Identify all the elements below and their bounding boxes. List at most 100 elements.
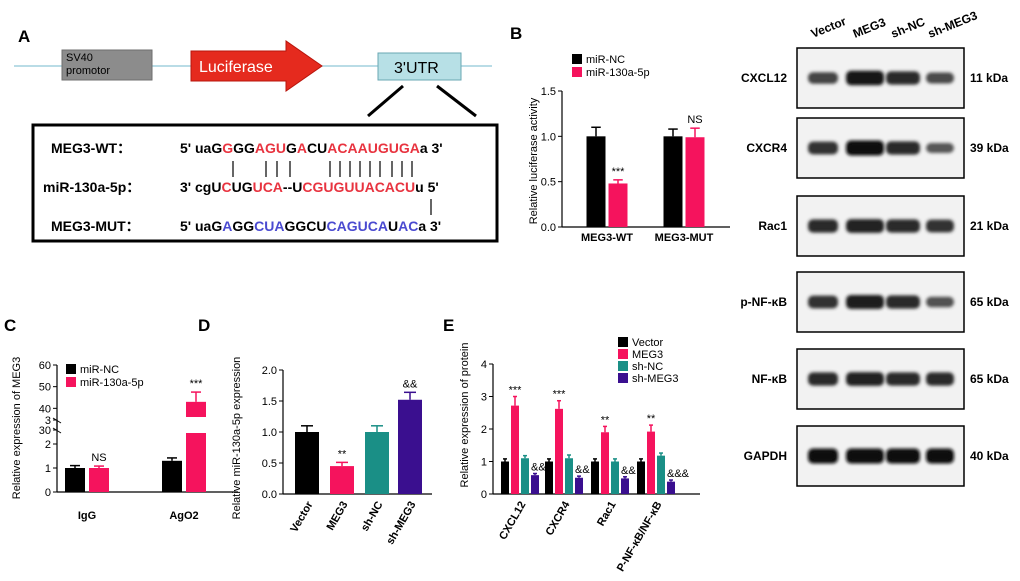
western-row-label: CXCL12 xyxy=(741,71,787,85)
chart-e-y-tick-label: 2 xyxy=(481,424,487,436)
sequence-segment: CU xyxy=(307,140,327,156)
sequence-segment: --U xyxy=(283,179,302,195)
chart-e-bar xyxy=(545,461,553,494)
chart-d-y-tick-label: 1.5 xyxy=(262,396,277,408)
chart-c-significance: NS xyxy=(91,452,106,464)
legend-swatch xyxy=(572,67,582,77)
panel-label-b: B xyxy=(510,24,522,43)
panel-label-d: D xyxy=(198,316,210,335)
legend-swatch xyxy=(572,54,582,64)
chart-c-y-tick-label: 30 xyxy=(39,425,51,437)
chart-e-y-label: Relative expression of protein xyxy=(459,343,471,488)
panel-label-c: C xyxy=(4,316,16,335)
sequence-segment: UGUUACACU xyxy=(323,179,415,195)
western-lane-label: sh-MEG3 xyxy=(926,8,980,41)
western-band-core xyxy=(811,375,835,383)
chart-d-bar xyxy=(330,466,354,494)
western-band-core xyxy=(889,298,917,306)
chart-d-category-label: sh-NC xyxy=(359,499,386,533)
western-band-core xyxy=(849,298,881,306)
zoom-line-right xyxy=(436,84,477,118)
legend-swatch xyxy=(618,337,628,347)
sequence-segment: ACAAUGUGA xyxy=(327,140,420,156)
sequence-segment: 5' uaG xyxy=(180,218,222,234)
legend-label: miR-NC xyxy=(586,54,625,66)
sequence-segment: 3' cgU xyxy=(180,179,221,195)
chart-e-y-tick-label: 0 xyxy=(481,489,487,501)
western-band-core xyxy=(811,144,835,152)
chart-e-y-tick-label: 4 xyxy=(481,359,487,371)
chart-c: 0 1 2 330 40 50 60 Relative expression of MEG3 m… xyxy=(11,357,238,522)
legend-label: Vector xyxy=(632,337,664,349)
sequence-segment: CUA xyxy=(254,218,284,234)
chart-c-significance: *** xyxy=(190,378,204,390)
chart-e-significance: &&& xyxy=(667,468,690,480)
chart-c-y-tick-label: 3 xyxy=(45,415,51,427)
chart-c-y-tick-label: 1 xyxy=(45,463,51,475)
chart-b-y-label: Relative luciferase activity xyxy=(528,97,540,224)
chart-e-y-tick-label: 1 xyxy=(481,457,487,469)
sequence-segment: C xyxy=(221,179,231,195)
chart-c-y-tick-label: 50 xyxy=(39,382,51,394)
sequence-segment: a 3' xyxy=(418,218,441,234)
chart-e-bar xyxy=(521,458,529,494)
sequence-segment: u 5' xyxy=(415,179,439,195)
western-band-core xyxy=(849,222,881,230)
legend-label: miR-NC xyxy=(80,364,119,376)
chart-c-bar xyxy=(186,401,206,492)
mir-sequence: 3' cgUCUGUCA--UCGUGUUACACUu 5' xyxy=(180,179,439,195)
legend-swatch xyxy=(618,361,628,371)
western-band-core xyxy=(811,222,835,230)
chart-d-y-label: Relative miR-130a-5p expression xyxy=(231,357,243,520)
chart-d-bar xyxy=(295,432,319,494)
chart-e-bar xyxy=(611,461,619,494)
sequence-segment: GG xyxy=(233,140,255,156)
chart-e-bar xyxy=(555,408,563,494)
western-kda-label: 40 kDa xyxy=(970,449,1009,463)
chart-c-y-label: Relative expression of MEG3 xyxy=(11,357,23,499)
chart-e-bar xyxy=(657,455,665,494)
western-band-core xyxy=(929,145,951,151)
western-band-core xyxy=(889,452,917,460)
chart-e: 0 1 2 3 4 Relative expression of protein Vecto… xyxy=(459,337,700,574)
chart-d-bar xyxy=(365,432,389,494)
chart-b-significance: *** xyxy=(612,166,626,178)
chart-c-y-tick-label: 2 xyxy=(45,439,51,451)
chart-e-bar xyxy=(575,477,583,494)
western-row-label: GAPDH xyxy=(744,449,787,463)
sequence-segment: U xyxy=(388,218,398,234)
western-band-core xyxy=(849,375,881,383)
panel-label-e: E xyxy=(443,316,454,335)
chart-b-y-tick-label: 0.5 xyxy=(541,177,556,189)
sequence-segment: UG xyxy=(232,179,253,195)
chart-d-category-label: MEG3 xyxy=(325,500,351,533)
chart-e-bar xyxy=(667,481,675,494)
chart-e-bar xyxy=(601,432,609,494)
sequence-segment: 5' uaG xyxy=(180,140,222,156)
meg3-mut-sequence: 5' uaGAGGCUAGGCUCAGUCAUACa 3' xyxy=(180,218,441,234)
chart-d-significance: && xyxy=(403,378,418,390)
chart-b-bar xyxy=(685,137,705,227)
western-band-core xyxy=(849,74,881,82)
chart-d-significance: ** xyxy=(338,448,347,460)
sequence-segment: G xyxy=(286,140,297,156)
sequence-segment: A xyxy=(297,140,307,156)
western-lane-label: sh-NC xyxy=(889,14,927,40)
sequence-segment: a 3' xyxy=(420,140,443,156)
sequence-segment: AC xyxy=(398,218,418,234)
sequence-segment: A xyxy=(222,218,232,234)
meg3-wt-label: MEG3-WT： xyxy=(51,140,131,156)
chart-e-bar xyxy=(531,475,539,494)
western-lane-label: Vector xyxy=(809,14,849,41)
western-band-core xyxy=(929,75,951,81)
chart-d-y-tick-label: 0.5 xyxy=(262,458,277,470)
western-band-core xyxy=(889,144,917,152)
sequence-segment: AGU xyxy=(255,140,286,156)
western-row-label: p-NF-κB xyxy=(740,295,787,309)
chart-c-y-tick-label: 0 xyxy=(45,487,51,499)
western-band-core xyxy=(929,299,951,305)
legend-swatch xyxy=(66,364,76,374)
legend-label: miR-130a-5p xyxy=(586,67,650,79)
